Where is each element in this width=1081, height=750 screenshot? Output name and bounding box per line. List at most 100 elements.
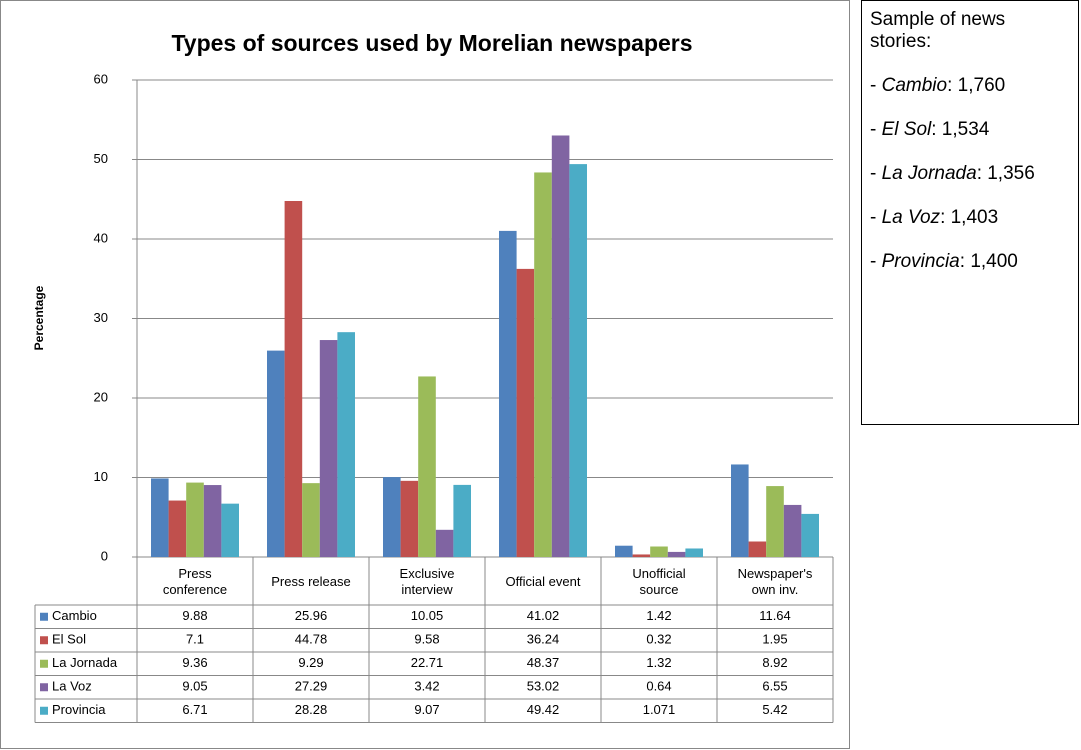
bar	[453, 484, 471, 557]
y-axis-label: Percentage	[32, 285, 46, 350]
table-cell: 1.32	[646, 655, 671, 670]
y-tick-label: 30	[94, 310, 108, 325]
legend-label: Cambio	[52, 608, 97, 623]
category-label: Unofficial source	[632, 566, 686, 597]
table-cell: 27.29	[295, 679, 328, 694]
notes-item: - La Jornada: 1,356	[870, 163, 1070, 185]
category-label: Exclusive interview	[399, 566, 455, 597]
bar	[151, 478, 169, 557]
table-cell: 1.95	[762, 632, 787, 647]
category-label: Press release	[271, 574, 351, 589]
table-cell: 53.02	[527, 679, 560, 694]
table-cell: 6.55	[762, 679, 787, 694]
notes-box: Sample of news stories: - Cambio: 1,760-…	[861, 0, 1079, 425]
bar	[731, 464, 749, 557]
table-cell: 6.71	[182, 702, 207, 717]
table-cell: 7.1	[186, 632, 204, 647]
category-label: Newspaper's own inv.	[737, 566, 813, 597]
table-cell: 28.28	[295, 702, 328, 717]
table-cell: 48.37	[527, 655, 560, 670]
bar	[267, 350, 285, 557]
y-tick-label: 10	[94, 469, 108, 484]
legend-label: La Jornada	[52, 655, 118, 670]
notes-item: - La Voz: 1,403	[870, 207, 1070, 229]
bar	[615, 545, 633, 557]
legend-key	[40, 659, 48, 668]
table-cell: 9.58	[414, 632, 439, 647]
table-cell: 10.05	[411, 608, 444, 623]
table-cell: 9.36	[182, 655, 207, 670]
notes-count: : 1,760	[947, 75, 1006, 96]
table-cell: 9.05	[182, 679, 207, 694]
legend-label: El Sol	[52, 632, 86, 647]
table-cell: 9.88	[182, 608, 207, 623]
bar	[435, 529, 454, 557]
table-cell: 9.07	[414, 702, 439, 717]
table-cell: 3.42	[414, 679, 439, 694]
y-tick-label: 20	[94, 389, 108, 404]
table-cell: 11.64	[759, 608, 791, 623]
bar	[632, 554, 651, 557]
chart: Types of sources used by Morelian newspa…	[0, 0, 850, 749]
legend-key	[40, 706, 48, 715]
notes-title: Sample of news stories:	[870, 9, 1006, 52]
bar	[319, 340, 338, 557]
bar	[667, 551, 686, 557]
notes-count: : 1,403	[940, 207, 999, 228]
bar	[766, 486, 784, 557]
chart-title: Types of sources used by Morelian newspa…	[171, 30, 692, 56]
table-cell: 0.64	[646, 679, 671, 694]
bar	[748, 541, 767, 557]
notes-count: : 1,356	[976, 163, 1035, 184]
bar	[783, 504, 802, 557]
bar	[551, 135, 570, 557]
bar	[418, 376, 436, 557]
legend-label: Provincia	[52, 702, 106, 717]
table-cell: 41.02	[527, 608, 560, 623]
notes-prefix: -	[870, 75, 882, 96]
table-cell: 22.71	[411, 655, 444, 670]
table-cell: 9.29	[298, 655, 323, 670]
bar	[186, 482, 204, 557]
bar	[499, 230, 517, 558]
category-label: Press conference	[162, 566, 228, 597]
notes-prefix: -	[870, 119, 882, 140]
bar	[400, 480, 419, 557]
notes-name: El Sol	[881, 119, 932, 140]
table-cell: 25.96	[295, 608, 328, 623]
legend-key	[40, 683, 48, 692]
bar	[685, 548, 703, 557]
notes-item: - El Sol: 1,534	[870, 119, 1070, 141]
bar	[516, 268, 535, 557]
notes-name: Provincia	[881, 251, 960, 272]
notes-count: : 1,400	[959, 251, 1018, 272]
legend-label: La Voz	[52, 679, 92, 694]
y-tick-label: 60	[94, 71, 108, 86]
bar	[221, 503, 239, 557]
bar	[302, 483, 320, 557]
legend-key	[40, 612, 48, 621]
bar	[203, 485, 222, 557]
notes-name: La Voz	[881, 207, 941, 228]
table-cell: 0.32	[646, 632, 671, 647]
table-cell: 36.24	[527, 632, 560, 647]
y-tick-label: 40	[94, 230, 108, 245]
notes-prefix: -	[870, 163, 882, 184]
table-cell: 1.071	[643, 702, 676, 717]
table-cell: 44.78	[295, 632, 328, 647]
table-cell: 1.42	[646, 608, 671, 623]
bar	[284, 200, 303, 557]
bar	[383, 477, 401, 557]
notes-prefix: -	[870, 251, 882, 272]
notes-item: - Cambio: 1,760	[870, 75, 1070, 97]
category-label: Official event	[505, 574, 581, 589]
y-tick-label: 0	[101, 548, 108, 563]
notes-name: La Jornada	[881, 163, 977, 184]
notes-prefix: -	[870, 207, 882, 228]
notes-count: : 1,534	[931, 119, 990, 140]
notes-item: - Provincia: 1,400	[870, 251, 1070, 273]
bar	[650, 546, 668, 557]
y-tick-label: 50	[94, 151, 108, 166]
legend-key	[40, 636, 48, 645]
